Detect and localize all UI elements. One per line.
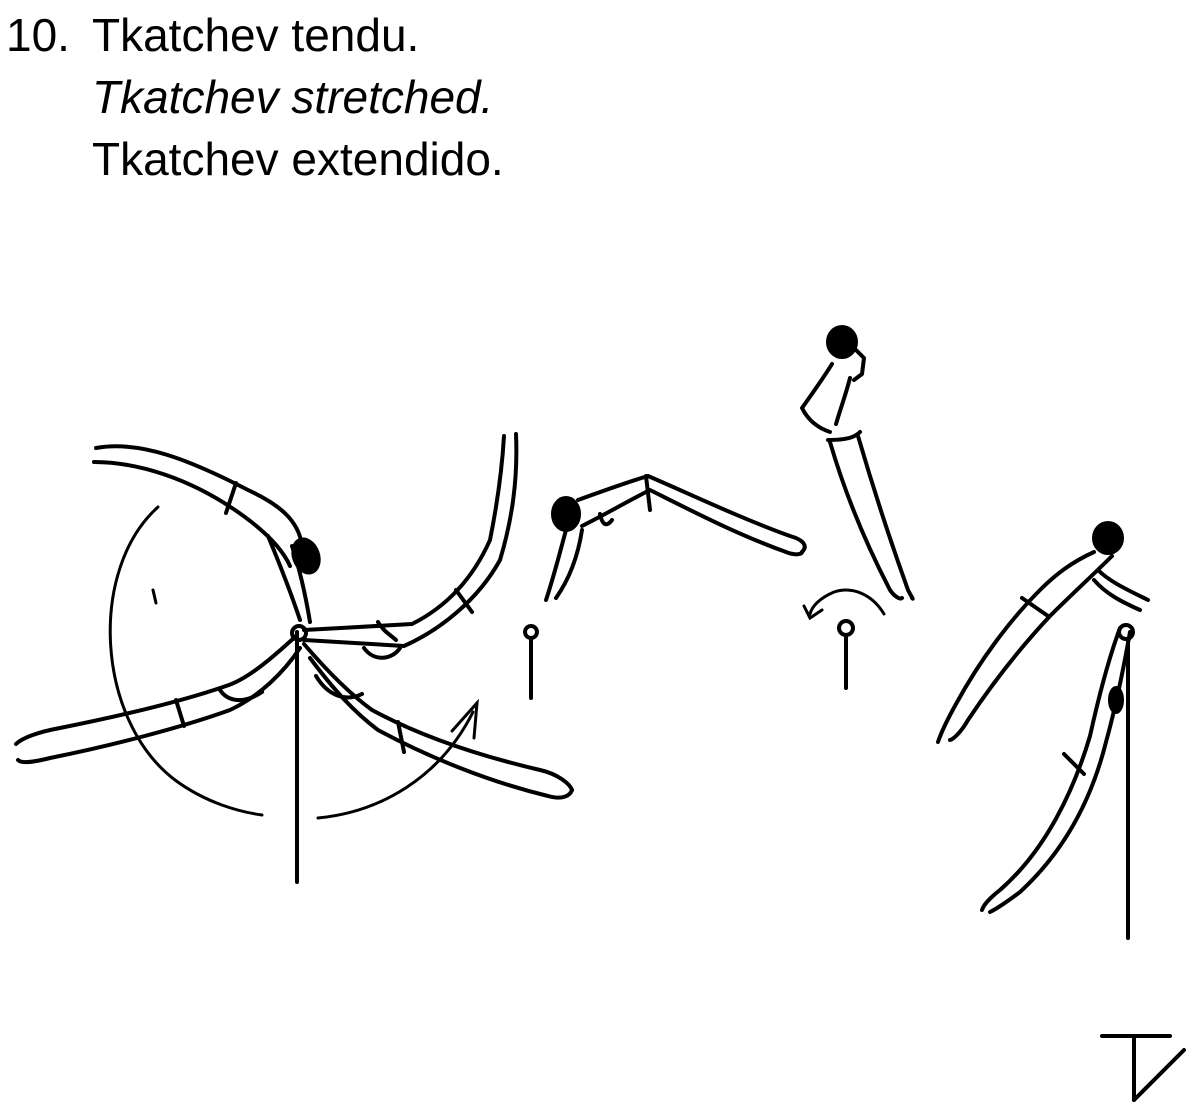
gymnast-position-1 <box>92 444 321 624</box>
element-name-french: Tkatchev tendu. <box>92 9 420 61</box>
high-bar-1 <box>290 624 308 884</box>
gymnast-position-5 <box>544 474 807 602</box>
gymnast-position-8 <box>980 626 1132 914</box>
heading-english: Tkatchev stretched. <box>6 66 504 128</box>
gymnast-position-6 <box>800 325 915 601</box>
heading-spanish: Tkatchev extendido. <box>6 128 504 190</box>
gymnast-position-4 <box>302 642 574 800</box>
gymnast-position-2 <box>302 432 519 660</box>
high-bar-2 <box>523 624 539 700</box>
element-name-english: Tkatchev stretched. <box>92 71 494 123</box>
heading-french: 10. Tkatchev tendu. <box>6 4 504 66</box>
gymnast-position-7 <box>936 521 1150 744</box>
element-name-spanish: Tkatchev extendido. <box>92 133 504 185</box>
element-number: 10. <box>6 9 70 61</box>
gymnast-position-3 <box>14 634 302 765</box>
high-bar-3 <box>802 588 886 690</box>
element-heading: 10. Tkatchev tendu. Tkatchev stretched. T… <box>6 4 504 190</box>
tkatchev-symbol-icon <box>1100 1034 1186 1102</box>
